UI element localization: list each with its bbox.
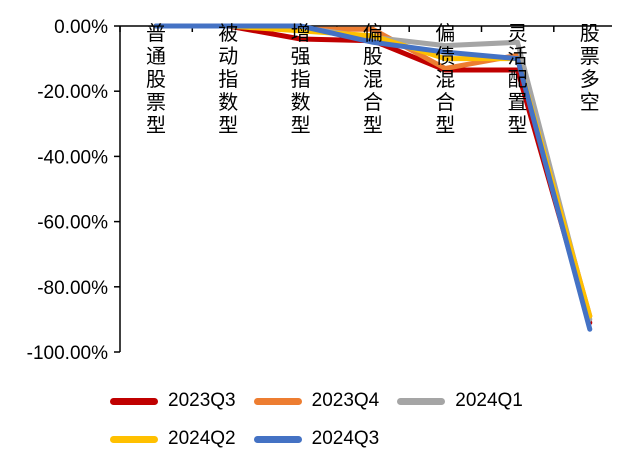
legend-swatch — [397, 397, 446, 405]
y-tick-label: -20.00% — [37, 82, 108, 103]
legend-label: 2024Q2 — [168, 428, 236, 449]
y-tick-label: 0.00% — [54, 17, 108, 38]
line-chart: 0.00% -20.00% -40.00% -60.00% -80.00% -100.00… — [27, 17, 612, 364]
legend-item-2024q2: 2024Q2 — [110, 428, 236, 450]
category-label: 偏股混合型 — [363, 21, 383, 137]
legend-swatch — [110, 397, 158, 405]
category-labels: 普通股票型 被动指数型 增强指数型 偏股混合型 偏债混合型 灵活配置型 股票多空 — [146, 21, 600, 137]
legend-swatch — [253, 435, 302, 443]
y-tick-label: -40.00% — [37, 147, 108, 168]
y-tick-label: -100.00% — [27, 343, 108, 364]
legend-row-2: 2024Q2 2024Q3 — [110, 428, 397, 450]
category-label: 偏债混合型 — [435, 21, 455, 137]
legend-item-2023q4: 2023Q4 — [253, 390, 380, 412]
category-label: 普通股票型 — [146, 21, 166, 137]
category-label: 灵活配置型 — [508, 21, 528, 137]
series-line-2024q3 — [153, 23, 593, 332]
legend-swatch — [110, 435, 158, 443]
legend-item-2023q3: 2023Q3 — [110, 390, 236, 412]
legend-label: 2023Q4 — [311, 390, 380, 411]
category-label: 股票多空 — [580, 21, 600, 114]
y-tick-label: -60.00% — [37, 213, 108, 234]
y-tick-label: -80.00% — [37, 278, 108, 299]
legend-label: 2023Q3 — [168, 390, 236, 411]
category-label: 被动指数型 — [218, 21, 238, 137]
legend-label: 2024Q1 — [455, 390, 523, 411]
legend-label: 2024Q3 — [311, 428, 380, 449]
y-axis: 0.00% -20.00% -40.00% -60.00% -80.00% -100.00… — [27, 17, 121, 364]
category-label: 增强指数型 — [291, 21, 311, 137]
legend-item-2024q1: 2024Q1 — [397, 390, 523, 412]
legend-item-2024q3: 2024Q3 — [253, 428, 380, 450]
series-lines — [153, 23, 593, 332]
legend-swatch — [253, 397, 302, 405]
legend-row-1: 2023Q3 2023Q4 2024Q1 — [110, 390, 541, 412]
